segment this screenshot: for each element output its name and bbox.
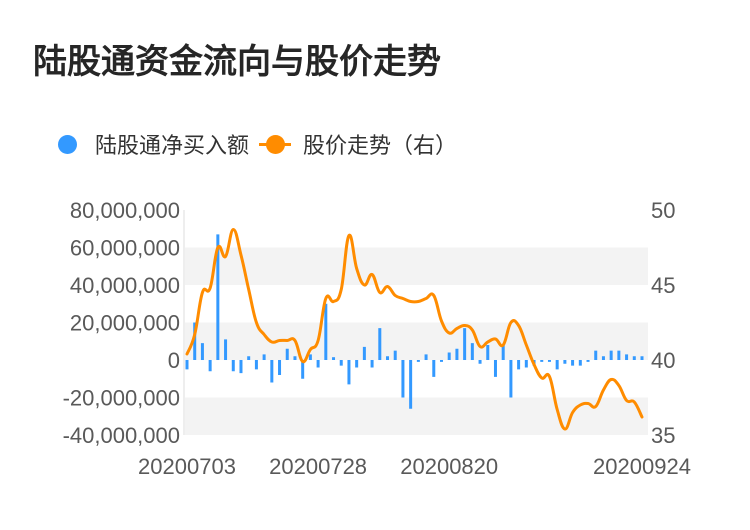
right-y-tick-label: 50 xyxy=(651,198,675,223)
net-buy-bar[interactable] xyxy=(640,356,644,360)
net-buy-bar[interactable] xyxy=(393,350,397,361)
net-buy-bar[interactable] xyxy=(185,360,189,370)
left-y-axis-ticks: 80,000,000 60,000,000 40,000,000 20,000,000… xyxy=(63,198,180,448)
net-buy-bar[interactable] xyxy=(594,350,598,361)
blue-dot-icon xyxy=(58,134,77,154)
net-buy-bar[interactable] xyxy=(547,360,551,362)
net-buy-bar[interactable] xyxy=(270,360,274,383)
net-buy-bar[interactable] xyxy=(386,356,390,360)
net-buy-bar[interactable] xyxy=(578,360,582,366)
net-buy-bar[interactable] xyxy=(293,356,297,360)
net-buy-bar[interactable] xyxy=(370,360,374,368)
net-buy-bar[interactable] xyxy=(478,360,482,364)
net-buy-bar[interactable] xyxy=(231,360,235,372)
net-buy-bar[interactable] xyxy=(632,356,636,360)
net-buy-bar[interactable] xyxy=(278,360,282,375)
net-buy-bar[interactable] xyxy=(625,354,629,361)
net-buy-bar[interactable] xyxy=(208,360,212,372)
net-buy-bar[interactable] xyxy=(378,328,382,361)
net-buy-bar[interactable] xyxy=(193,322,197,361)
legend-label-net-buy: 陆股通净买入额 xyxy=(95,134,250,159)
net-buy-bar[interactable] xyxy=(555,360,559,370)
net-buy-bar[interactable] xyxy=(216,234,220,361)
chart-title: 陆股通资金流向与股价走势 xyxy=(33,42,441,82)
left-y-tick-label: 40,000,000 xyxy=(70,273,180,298)
net-buy-bar[interactable] xyxy=(355,360,359,368)
net-buy-bar[interactable] xyxy=(447,352,451,361)
left-y-tick-label: 60,000,000 xyxy=(70,236,180,261)
net-buy-bar[interactable] xyxy=(332,357,336,360)
x-axis-ticks: 20200703 20200728 20200820 20200924 xyxy=(138,454,691,479)
net-buy-bar[interactable] xyxy=(486,345,490,360)
grid-band xyxy=(184,322,648,360)
net-buy-bar[interactable] xyxy=(439,360,443,362)
net-buy-bar[interactable] xyxy=(424,354,428,361)
net-buy-bar[interactable] xyxy=(501,345,505,360)
net-buy-bar[interactable] xyxy=(316,360,320,368)
net-buy-bar[interactable] xyxy=(362,346,366,361)
net-buy-bar[interactable] xyxy=(509,360,513,398)
net-buy-bar[interactable] xyxy=(617,350,621,361)
net-buy-bar[interactable] xyxy=(308,354,312,361)
orange-line-dot-icon xyxy=(259,134,292,154)
net-buy-bar[interactable] xyxy=(470,343,474,361)
grid-band xyxy=(184,247,648,285)
legend-item-net-buy[interactable]: 陆股通净买入额 xyxy=(58,128,249,160)
net-buy-bar[interactable] xyxy=(339,360,343,366)
net-buy-bar[interactable] xyxy=(239,360,243,374)
right-y-axis-ticks: 50 45 40 35 xyxy=(651,198,675,448)
net-buy-bar[interactable] xyxy=(601,356,605,360)
grid-bands xyxy=(184,247,648,435)
chart-legend: 陆股通净买入额 股价走势（右） xyxy=(58,128,457,160)
net-buy-bar[interactable] xyxy=(416,360,420,362)
net-buy-bar[interactable] xyxy=(401,360,405,398)
net-buy-bar[interactable] xyxy=(224,339,228,361)
left-y-tick-label: 0 xyxy=(168,348,180,373)
x-tick-label: 20200924 xyxy=(593,454,691,479)
x-tick-label: 20200728 xyxy=(269,454,367,479)
x-tick-label: 20200703 xyxy=(138,454,236,479)
net-buy-bar[interactable] xyxy=(609,350,613,361)
left-y-tick-label: -40,000,000 xyxy=(63,423,180,448)
net-buy-bar[interactable] xyxy=(571,360,575,366)
net-buy-bar[interactable] xyxy=(563,360,567,364)
left-y-tick-label: -20,000,000 xyxy=(63,386,180,411)
net-buy-bar[interactable] xyxy=(409,360,413,409)
legend-item-price[interactable]: 股价走势（右） xyxy=(249,128,457,160)
net-buy-bar[interactable] xyxy=(347,360,351,385)
net-buy-bar[interactable] xyxy=(301,360,305,379)
right-y-tick-label: 40 xyxy=(651,348,675,373)
net-buy-bar[interactable] xyxy=(262,354,266,361)
left-y-tick-label: 80,000,000 xyxy=(70,198,180,223)
left-y-tick-label: 20,000,000 xyxy=(70,311,180,336)
net-buy-bar[interactable] xyxy=(324,303,328,360)
net-buy-bar[interactable] xyxy=(586,360,590,362)
net-buy-bar[interactable] xyxy=(247,356,251,360)
net-buy-bar[interactable] xyxy=(540,360,544,362)
right-y-tick-label: 45 xyxy=(651,273,675,298)
grid-band xyxy=(184,397,648,435)
net-buy-bar[interactable] xyxy=(455,348,459,360)
right-y-tick-label: 35 xyxy=(651,423,675,448)
net-buy-bar[interactable] xyxy=(517,360,521,370)
price-line xyxy=(185,228,644,431)
net-buy-bar[interactable] xyxy=(254,360,258,370)
legend-label-price: 股价走势（右） xyxy=(303,134,458,159)
x-tick-label: 20200820 xyxy=(400,454,498,479)
net-buy-bar[interactable] xyxy=(200,343,204,361)
net-buy-bar[interactable] xyxy=(432,360,436,377)
net-buy-bar[interactable] xyxy=(524,360,528,368)
net-buy-bar[interactable] xyxy=(493,360,497,377)
net-buy-bar[interactable] xyxy=(285,348,289,360)
net-buy-bar[interactable] xyxy=(463,328,467,361)
